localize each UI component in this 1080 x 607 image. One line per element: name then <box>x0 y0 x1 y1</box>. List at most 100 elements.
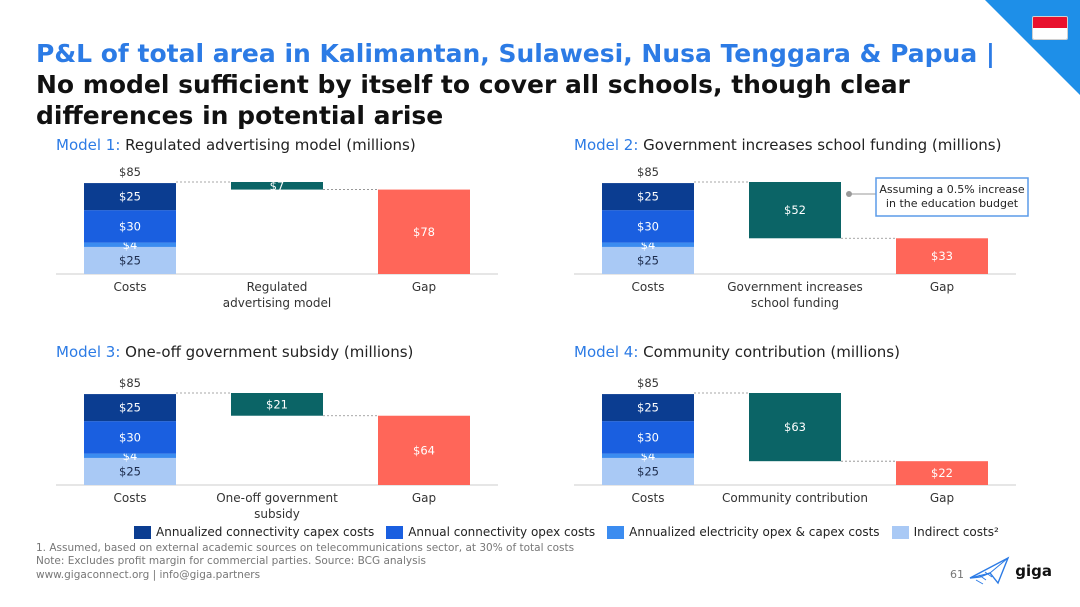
page-number: 61 <box>950 568 964 581</box>
indonesia-flag-icon <box>1032 16 1068 40</box>
category-label-0: Costs <box>114 280 147 294</box>
legend-item-capex: Annualized connectivity capex costs <box>134 525 374 539</box>
chart3-title-text: One-off government subsidy (millions) <box>120 343 414 361</box>
gap-bar <box>896 461 988 485</box>
cost-segment-label-3: $25 <box>637 190 659 204</box>
corner-decoration <box>985 0 1080 95</box>
category-label-1: Government increases <box>727 280 862 294</box>
cost-segment-1 <box>602 242 694 247</box>
annotation-box <box>875 177 1029 217</box>
cost-segment-2 <box>602 421 694 454</box>
cost-segment-label-0: $25 <box>637 253 659 267</box>
category-label-1: subsidy <box>254 507 300 521</box>
giga-logo-icon <box>969 556 1010 585</box>
cost-segment-label-2: $30 <box>119 430 141 444</box>
page-title: P&L of total area in Kalimantan, Sulawes… <box>36 38 1026 131</box>
category-label-0: Costs <box>632 280 665 294</box>
cost-segment-label-2: $30 <box>637 219 659 233</box>
legend-swatch-indirect <box>891 525 909 539</box>
chart2-title: Model 2: Government increases school fun… <box>574 136 1001 154</box>
cost-segment-label-0: $25 <box>637 464 659 478</box>
model-bar <box>749 182 841 239</box>
chart4-title: Model 4: Community contribution (million… <box>574 343 900 361</box>
gap-bar <box>378 189 470 274</box>
cost-segment-0 <box>84 246 176 274</box>
chart1-model-label: Model 1: <box>56 136 121 154</box>
cost-segment-3 <box>84 394 176 422</box>
chart3-title: Model 3: One-off government subsidy (mil… <box>56 343 413 361</box>
chart1-title-text: Regulated advertising model (millions) <box>120 136 416 154</box>
title-rest: No model sufficient by itself to cover a… <box>36 70 910 130</box>
legend-label-capex: Annualized connectivity capex costs <box>156 525 375 539</box>
gap-bar-label: $33 <box>931 249 953 263</box>
category-label-1: One-off government <box>216 491 338 505</box>
category-label-2: Gap <box>930 280 954 294</box>
cost-segment-2 <box>602 210 694 243</box>
gap-bar-label: $22 <box>931 466 953 480</box>
cost-segment-0 <box>602 457 694 485</box>
title-highlight: P&L of total area in Kalimantan, Sulawes… <box>36 39 996 68</box>
category-label-1: school funding <box>751 296 839 310</box>
annotation-text: Assuming a 0.5% increase <box>879 183 1024 196</box>
total-label: $85 <box>637 165 659 179</box>
model-bar-label: $21 <box>266 397 288 411</box>
footer-links[interactable]: www.gigaconnect.org | info@giga.partners <box>36 569 261 581</box>
category-label-2: Gap <box>412 491 436 505</box>
cost-segment-0 <box>602 246 694 274</box>
legend-item-indirect: Indirect costs² <box>891 525 999 539</box>
flag-white-stripe <box>1033 28 1067 39</box>
cost-segment-0 <box>84 457 176 485</box>
legend: Annualized connectivity capex costs Annu… <box>134 525 1011 539</box>
cost-segment-label-0: $25 <box>119 253 141 267</box>
cost-segment-label-3: $25 <box>637 401 659 415</box>
gap-bar <box>378 415 470 485</box>
cost-segment-1 <box>602 453 694 458</box>
cost-segment-2 <box>84 210 176 243</box>
cost-segment-1 <box>84 453 176 458</box>
model-bar <box>749 393 841 462</box>
cost-segment-3 <box>602 183 694 211</box>
legend-swatch-electricity <box>607 525 625 539</box>
model-bar-label: $52 <box>784 203 806 217</box>
legend-label-indirect: Indirect costs² <box>913 525 999 539</box>
category-label-2: Gap <box>930 491 954 505</box>
giga-logo: giga <box>968 556 1052 586</box>
category-label-2: Gap <box>412 280 436 294</box>
category-label-1: Community contribution <box>722 491 868 505</box>
cost-segment-3 <box>602 394 694 422</box>
chart2-title-text: Government increases school funding (mil… <box>638 136 1002 154</box>
cost-segment-3 <box>84 183 176 211</box>
legend-swatch-capex <box>134 525 151 539</box>
flag-red-stripe <box>1033 17 1067 28</box>
cost-segment-label-3: $25 <box>119 401 141 415</box>
gap-bar-label: $64 <box>413 443 435 457</box>
category-label-0: Costs <box>114 491 147 505</box>
cost-segment-label-0: $25 <box>119 464 141 478</box>
annotation-text: in the education budget <box>886 197 1019 210</box>
model-bar-label: $7 <box>270 179 285 193</box>
model-bar <box>231 393 323 416</box>
chart4-title-text: Community contribution (millions) <box>638 343 900 361</box>
cost-segment-label-2: $30 <box>119 219 141 233</box>
category-label-0: Costs <box>632 491 665 505</box>
chart4-model-label: Model 4: <box>574 343 639 361</box>
logo-text: giga <box>1015 562 1052 580</box>
model-bar <box>231 182 323 190</box>
total-label: $85 <box>637 376 659 390</box>
cost-segment-1 <box>84 242 176 247</box>
chart2-model-label: Model 2: <box>574 136 639 154</box>
total-label: $85 <box>119 165 141 179</box>
legend-item-electricity: Annualized electricity opex & capex cost… <box>607 525 880 539</box>
gap-bar-label: $78 <box>413 225 435 239</box>
chart1-title: Model 1: Regulated advertising model (mi… <box>56 136 416 154</box>
footnote-note: Note: Excludes profit margin for commerc… <box>36 555 426 567</box>
legend-label-opex: Annual connectivity opex costs <box>408 525 596 539</box>
footnote-1: 1. Assumed, based on external academic s… <box>36 542 575 554</box>
cost-segment-label-3: $25 <box>119 190 141 204</box>
category-label-1: Regulated <box>247 280 308 294</box>
legend-item-opex: Annual connectivity opex costs <box>386 525 595 539</box>
